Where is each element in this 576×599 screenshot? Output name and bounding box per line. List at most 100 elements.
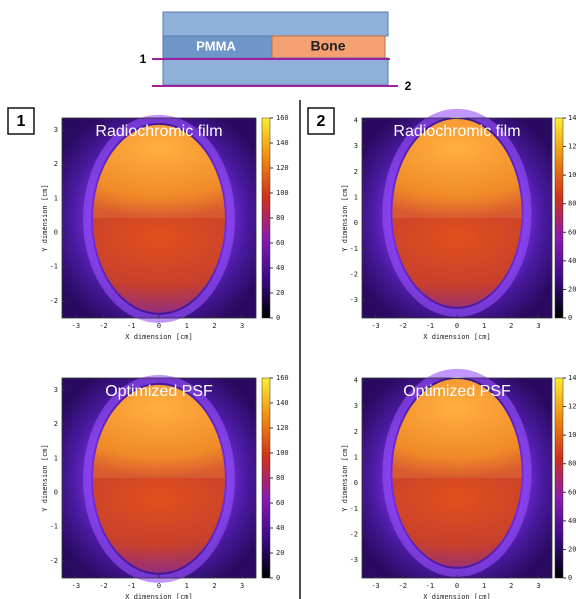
y-tick-label: -2 [50, 297, 58, 305]
x-tick-label: 1 [482, 582, 486, 590]
label: 1 [140, 52, 147, 66]
plot-title: Radiochromic film [95, 123, 222, 140]
colorbar-tick-label: 80 [568, 460, 576, 468]
colorbar-tick-label: 120 [568, 403, 576, 411]
colorbar-tick-label: 100 [568, 171, 576, 179]
y-tick-label: -3 [350, 296, 358, 304]
x-tick-label: -2 [398, 322, 406, 330]
x-tick-label: 1 [185, 322, 189, 330]
layer [163, 12, 388, 36]
layer [163, 58, 388, 85]
x-tick-label: 3 [536, 582, 540, 590]
x-tick-label: 0 [455, 322, 459, 330]
y-tick-label: 2 [54, 160, 58, 168]
y-tick-label: 3 [54, 386, 58, 394]
colorbar-tick-label: 120 [276, 164, 289, 172]
x-tick-label: -3 [371, 322, 379, 330]
y-tick-label: 4 [354, 117, 358, 125]
x-tick-label: -2 [398, 582, 406, 590]
x-tick-label: 3 [240, 322, 244, 330]
panel-label: 1 [17, 113, 26, 130]
x-tick-label: -1 [426, 582, 434, 590]
y-tick-label: 1 [354, 453, 358, 461]
x-tick-label: -1 [127, 582, 135, 590]
x-tick-label: 0 [157, 322, 161, 330]
x-tick-label: 0 [455, 582, 459, 590]
x-axis-label: X dimension [cm] [423, 593, 490, 599]
colorbar-tick-label: 100 [276, 449, 289, 457]
x-tick-label: -3 [371, 582, 379, 590]
x-tick-label: 2 [509, 322, 513, 330]
x-tick-label: -3 [72, 582, 80, 590]
y-tick-label: 3 [354, 142, 358, 150]
y-tick-label: 3 [54, 126, 58, 134]
y-axis-label: Y dimension [cm] [341, 184, 349, 251]
colorbar-tick-label: 140 [568, 374, 576, 382]
colorbar-tick-label: 40 [568, 257, 576, 265]
y-tick-label: -3 [350, 556, 358, 564]
colorbar-tick-label: 60 [568, 488, 576, 496]
colorbar-tick-label: 80 [276, 214, 284, 222]
x-axis-label: X dimension [cm] [125, 333, 192, 341]
figure: PMMA Bone 1 2 1 Radiochromic film -3 -2 -1 0 1… [0, 0, 576, 599]
colorbar-tick-label: 100 [276, 189, 289, 197]
y-tick-label: -2 [50, 557, 58, 565]
label: 2 [405, 79, 412, 93]
y-tick-label: 2 [354, 428, 358, 436]
colorbar-tick-label: 100 [568, 431, 576, 439]
y-tick-label: -1 [350, 505, 358, 513]
y-tick-label: 4 [354, 377, 358, 385]
colorbar [262, 118, 270, 318]
colorbar-tick-label: 60 [568, 228, 576, 236]
y-tick-label: -1 [50, 263, 58, 271]
colorbar-tick-label: 20 [276, 289, 284, 297]
x-tick-label: -2 [99, 322, 107, 330]
y-tick-label: 3 [354, 402, 358, 410]
x-tick-label: 2 [212, 322, 216, 330]
plot-title: Optimized PSF [403, 383, 511, 400]
colorbar-tick-label: 40 [276, 524, 284, 532]
plot-title: Optimized PSF [105, 383, 213, 400]
y-tick-label: 0 [54, 489, 58, 497]
colorbar-tick-label: 40 [568, 517, 576, 525]
y-tick-label: 0 [54, 229, 58, 237]
colorbar-tick-label: 0 [568, 314, 572, 322]
colorbar-tick-label: 160 [276, 374, 289, 382]
label: Bone [311, 38, 346, 54]
colorbar [555, 118, 563, 318]
y-tick-label: -1 [350, 245, 358, 253]
x-tick-label: 2 [212, 582, 216, 590]
colorbar-tick-label: 60 [276, 239, 284, 247]
y-tick-label: 0 [354, 479, 358, 487]
y-tick-label: -1 [50, 523, 58, 531]
colorbar-tick-label: 120 [568, 143, 576, 151]
colorbar-tick-label: 0 [276, 574, 280, 582]
x-tick-label: -1 [426, 322, 434, 330]
colorbar-tick-label: 0 [568, 574, 572, 582]
colorbar-tick-label: 60 [276, 499, 284, 507]
x-tick-label: 0 [157, 582, 161, 590]
x-tick-label: 1 [185, 582, 189, 590]
y-tick-label: -2 [350, 530, 358, 538]
colorbar-tick-label: 80 [568, 200, 576, 208]
colorbar-tick-label: 20 [276, 549, 284, 557]
colorbar-tick-label: 0 [276, 314, 280, 322]
y-axis-label: Y dimension [cm] [41, 444, 49, 511]
colorbar-tick-label: 120 [276, 424, 289, 432]
x-tick-label: -1 [127, 322, 135, 330]
x-tick-label: 3 [240, 582, 244, 590]
label: PMMA [196, 38, 236, 53]
colorbar [555, 378, 563, 578]
y-tick-label: 2 [54, 420, 58, 428]
colorbar-tick-label: 140 [276, 139, 289, 147]
plot-title: Radiochromic film [393, 123, 520, 140]
panel-label: 2 [317, 113, 326, 130]
x-tick-label: 2 [509, 582, 513, 590]
x-tick-label: -3 [72, 322, 80, 330]
colorbar-tick-label: 20 [568, 285, 576, 293]
x-tick-label: 3 [536, 322, 540, 330]
colorbar-tick-label: 20 [568, 545, 576, 553]
x-tick-label: -2 [99, 582, 107, 590]
colorbar-tick-label: 140 [568, 114, 576, 122]
colorbar-tick-label: 80 [276, 474, 284, 482]
